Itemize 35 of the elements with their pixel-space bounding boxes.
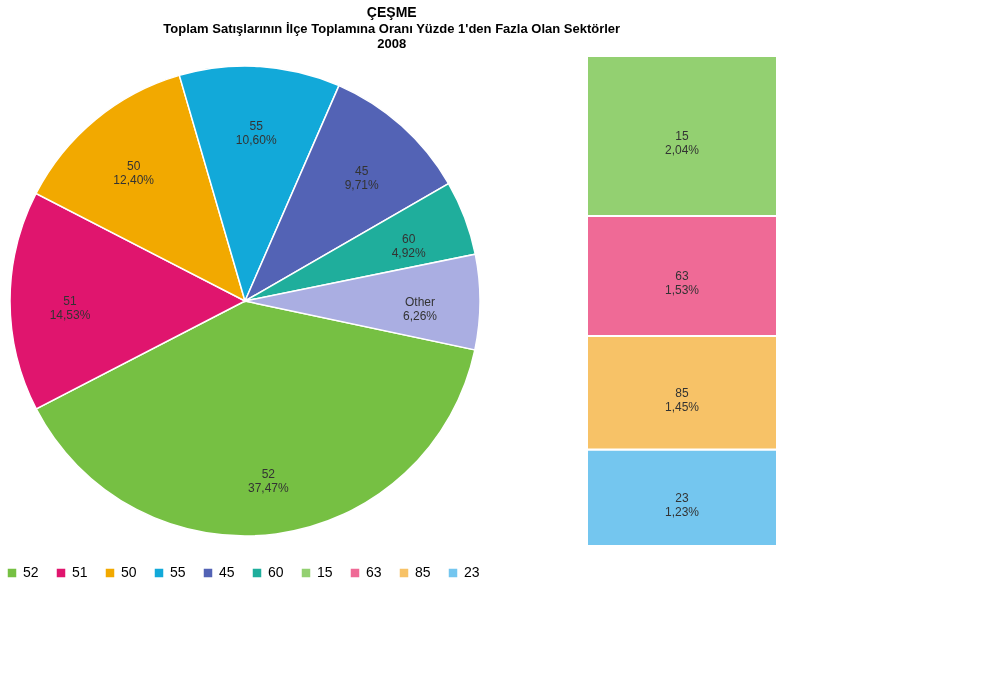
slice-label: 51 <box>63 294 77 309</box>
text: Toplam Satışlarının İlçe Toplamına Oranı Yüzde 1'den Fazla Olan Sektörler <box>163 20 621 36</box>
legend-label: 55 <box>170 564 186 580</box>
slice-label: 60 <box>401 232 416 247</box>
data-label: 9,71% <box>344 177 379 192</box>
slice-label: 45 <box>354 163 369 178</box>
data-label: 4,92% <box>391 246 426 261</box>
legend-label: 63 <box>366 564 382 580</box>
data-label: 1,53% <box>664 282 700 297</box>
slice-label: 55 <box>249 119 264 134</box>
text: 2008 <box>377 35 407 51</box>
text: 15 <box>675 128 689 143</box>
slice-label: Other <box>404 294 436 309</box>
data-label: 14,53% <box>49 308 91 323</box>
data-label: 12,40% <box>113 172 155 187</box>
text: 85 <box>675 385 689 400</box>
legend-label: 23 <box>464 564 480 580</box>
data-label: 37,47% <box>247 481 290 496</box>
data-label: 1,45% <box>664 399 700 414</box>
legend-label: 52 <box>23 564 39 580</box>
text: 63 <box>675 268 689 283</box>
slice-label: 50 <box>127 158 141 173</box>
data-label: 1,23% <box>664 504 700 519</box>
text: 23 <box>675 490 689 505</box>
legend-label: 45 <box>219 564 235 580</box>
legend-label: 15 <box>317 564 333 580</box>
legend-label: 85 <box>415 564 431 580</box>
chart-title: ÇEŞME <box>366 3 417 20</box>
data-label: 10,60% <box>235 133 277 148</box>
data-label: 6,26% <box>402 308 438 323</box>
legend-label: 50 <box>121 564 137 580</box>
slice-label: 52 <box>261 467 276 482</box>
legend-label: 60 <box>268 564 284 580</box>
data-label: 2,04% <box>664 142 700 157</box>
legend-label: 51 <box>72 564 88 580</box>
